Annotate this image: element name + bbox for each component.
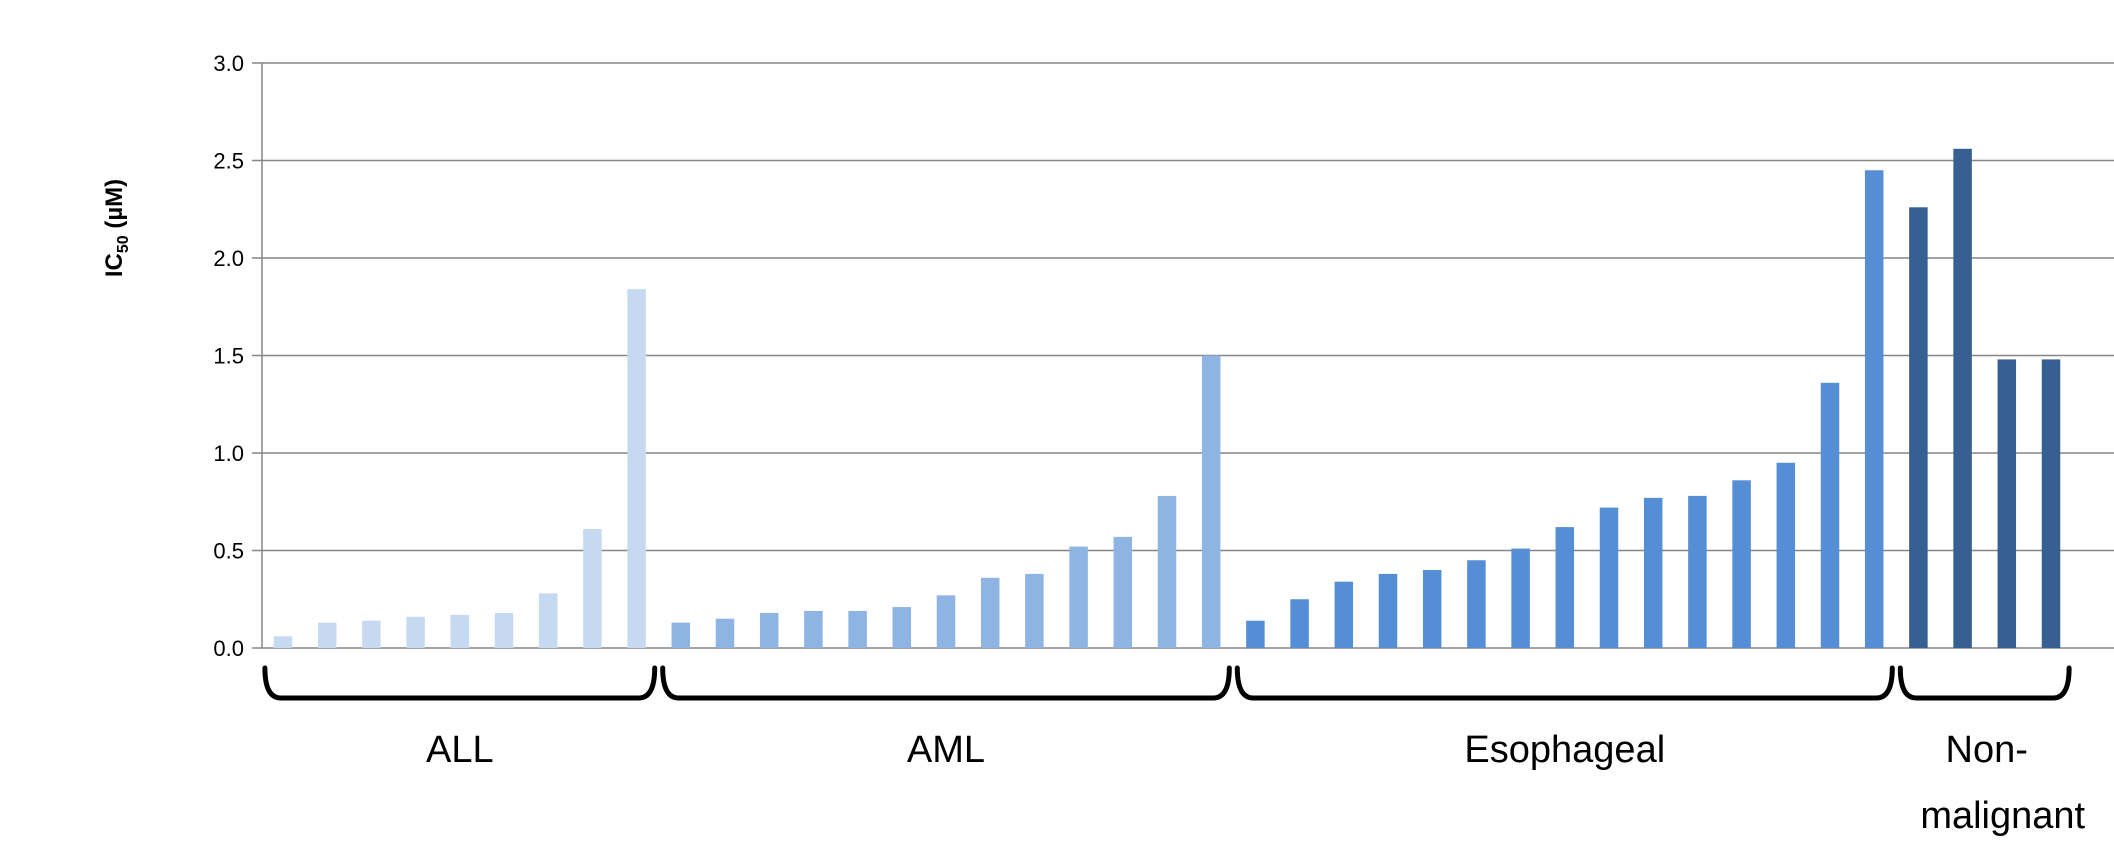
group-label: AML	[907, 729, 985, 771]
y-tick-label: 1.5	[213, 344, 244, 369]
bar-aml-8	[980, 577, 1000, 648]
bar-all-8	[583, 529, 602, 648]
group-bracket	[660, 665, 1232, 701]
bars	[273, 148, 2061, 649]
y-axis-title: IC50 (µM)	[101, 179, 132, 277]
bar-esophageal-7	[1511, 548, 1530, 648]
bar-esophageal-10	[1643, 497, 1663, 648]
bar-esophageal-5	[1422, 570, 1442, 648]
bar-all-2	[317, 622, 337, 648]
bar-esophageal-8	[1555, 527, 1575, 648]
bar-esophageal-15	[1864, 170, 1884, 648]
bar-non-malignant-1	[1909, 207, 1928, 649]
bar-non-malignant-4	[2041, 359, 2061, 648]
bar-non-malignant-2	[1953, 148, 1972, 649]
bar-aml-10	[1069, 546, 1088, 648]
group-bracket	[262, 665, 658, 701]
group-label: Esophageal	[1464, 729, 1665, 771]
gridlines	[252, 62, 2114, 649]
bar-esophageal-2	[1290, 599, 1309, 648]
y-tick-label: 2.5	[213, 149, 244, 174]
group-brackets	[262, 665, 2072, 701]
bar-aml-6	[892, 607, 912, 648]
y-axis-title-subscript: 50	[115, 235, 132, 253]
bar-non-malignant-3	[1997, 359, 2017, 648]
y-axis-title-main: IC	[101, 253, 128, 277]
group-bracket	[1897, 665, 2072, 701]
bar-esophageal-14	[1820, 382, 1840, 648]
bar-aml-9	[1025, 573, 1044, 648]
y-tick-labels: 0.0 0.5 1.0 1.5 2.0 2.5 3.0	[213, 51, 244, 661]
bar-esophageal-11	[1688, 495, 1707, 648]
y-tick-label: 3.0	[213, 51, 244, 76]
bar-esophageal-9	[1599, 507, 1619, 648]
y-tick-label: 2.0	[213, 246, 244, 271]
bar-all-9	[627, 289, 646, 648]
bar-esophageal-12	[1732, 480, 1751, 648]
group-label: ALL	[426, 729, 494, 771]
bar-esophageal-1	[1246, 620, 1265, 648]
bar-aml-11	[1113, 536, 1133, 648]
y-axis-title-unit: (µM)	[101, 179, 128, 235]
bar-esophageal-3	[1334, 581, 1354, 648]
bar-esophageal-13	[1776, 462, 1796, 648]
bar-aml-4	[804, 610, 823, 648]
bar-aml-7	[936, 595, 956, 648]
y-tick-label: 0.5	[213, 539, 244, 564]
group-label-line: Non-	[1946, 729, 2028, 771]
bar-aml-1	[671, 622, 691, 648]
bar-all-1	[273, 636, 293, 648]
bar-aml-2	[715, 618, 735, 648]
bar-aml-5	[848, 610, 867, 648]
bar-aml-3	[759, 612, 779, 648]
y-tick-label: 1.0	[213, 441, 244, 466]
bar-aml-13	[1201, 355, 1221, 648]
bar-all-5	[450, 614, 470, 648]
bar-all-4	[406, 616, 425, 648]
bar-esophageal-4	[1378, 573, 1398, 648]
bar-all-6	[494, 612, 514, 648]
bar-aml-12	[1157, 495, 1177, 648]
group-labels: ALL AML Esophageal Non-malignant	[426, 729, 2086, 837]
group-label-line: malignant	[1920, 795, 2085, 837]
bar-all-7	[538, 593, 558, 648]
group-bracket	[1234, 665, 1895, 701]
y-tick-label: 0.0	[213, 636, 244, 661]
bar-all-3	[362, 620, 381, 648]
bar-esophageal-6	[1467, 560, 1486, 648]
